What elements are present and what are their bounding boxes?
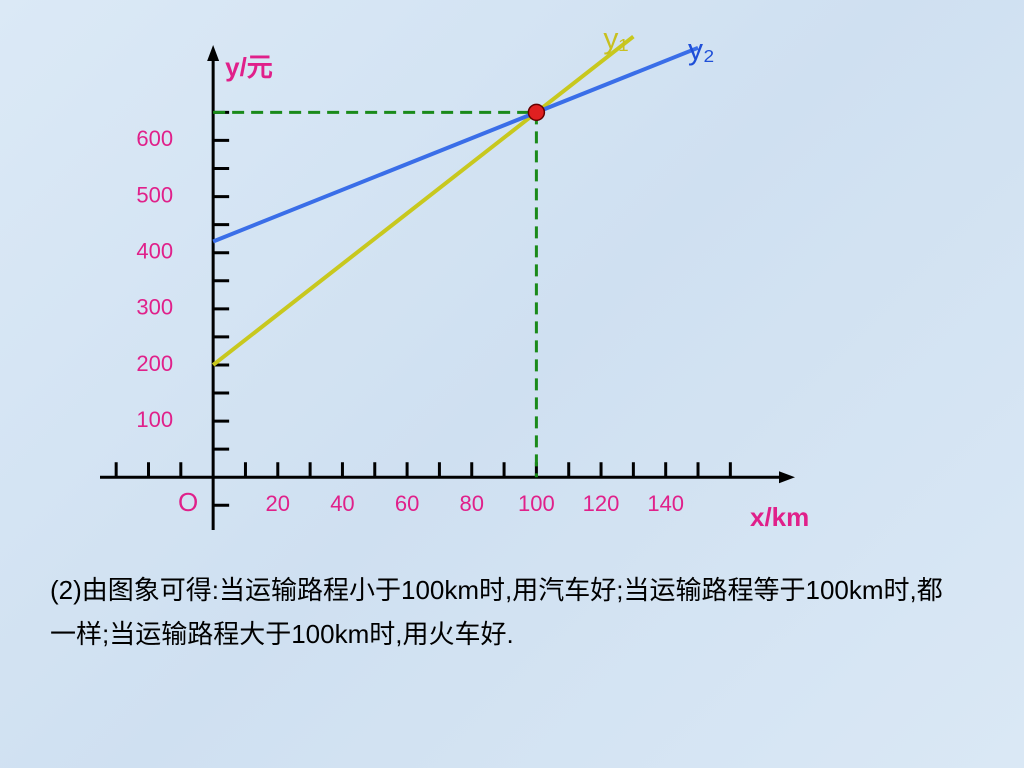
y-axis-label: y/元: [225, 52, 273, 82]
y-tick-label: 100: [136, 407, 173, 432]
x-tick-label: 80: [460, 491, 484, 516]
x-tick-label: 60: [395, 491, 419, 516]
y-tick-label: 500: [136, 182, 173, 207]
x-tick-label: 140: [647, 491, 684, 516]
x-tick-label: 100: [518, 491, 555, 516]
origin-label: O: [178, 487, 198, 517]
y-tick-label: 400: [136, 239, 173, 264]
series-line: [211, 35, 635, 367]
x-axis-label: x/km: [750, 502, 809, 532]
conclusion-text: (2)由图象可得:当运输路程小于100km时,用汽车好;当运输路程等于100km…: [50, 575, 943, 649]
series-label: y₂: [688, 34, 715, 67]
series-label: y₁: [603, 23, 628, 56]
x-tick-label: 20: [266, 491, 290, 516]
intersection-point: [527, 103, 546, 122]
y-tick-label: 200: [136, 351, 173, 376]
y-axis-arrow: [207, 45, 220, 61]
x-tick-label: 120: [583, 491, 620, 516]
series-line: [212, 45, 699, 244]
x-axis-arrow: [779, 471, 795, 484]
y-tick-label: 300: [136, 295, 173, 320]
chart: 20 40 60 80 100 120 140 100 200 300 400 500 600 Oy/元 x…: [100, 23, 809, 532]
x-tick-label: 40: [330, 491, 354, 516]
y-tick-label: 600: [136, 126, 173, 151]
